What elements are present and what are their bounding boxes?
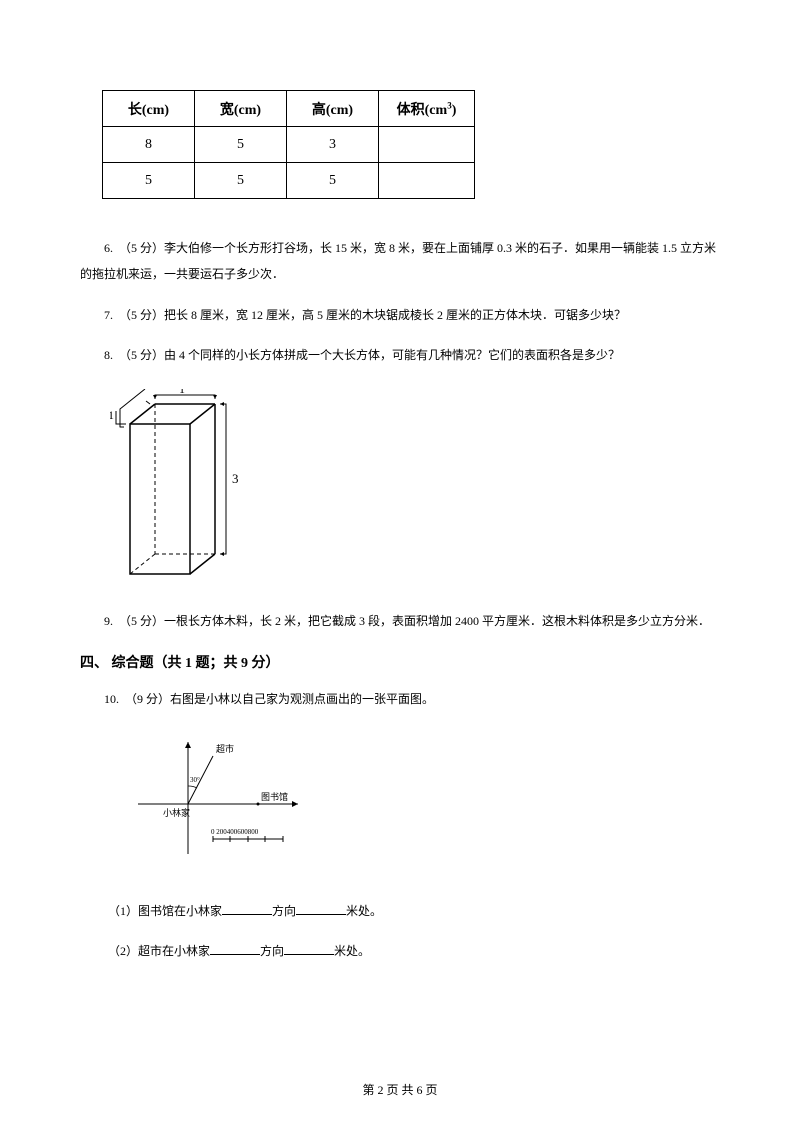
- q10-2-post: 米处。: [334, 944, 370, 958]
- cell: 5: [195, 163, 287, 199]
- blank-input[interactable]: [210, 941, 260, 955]
- q10-2-mid: 方向: [260, 944, 284, 958]
- q10-1-pre: （1）图书馆在小林家: [108, 904, 222, 918]
- th-height: 高(cm): [287, 91, 379, 127]
- cuboid-width-label: 1: [179, 389, 185, 396]
- question-8: 8. （5 分）由 4 个同样的小长方体拼成一个大长方体，可能有几种情况？它们的…: [80, 342, 720, 368]
- page-footer: 第 2 页 共 6 页: [0, 1081, 800, 1098]
- cuboid-height-label: 3: [232, 471, 239, 486]
- map-supermarket-label: 超市: [216, 743, 234, 754]
- question-10: 10. （9 分）右图是小林以自己家为观测点画出的一张平面图。: [80, 686, 720, 712]
- th-length: 长(cm): [103, 91, 195, 127]
- table-header-row: 长(cm) 宽(cm) 高(cm) 体积(cm3): [103, 91, 475, 127]
- cell: 5: [287, 163, 379, 199]
- blank-input[interactable]: [284, 941, 334, 955]
- question-6: 6. （5 分）李大伯修一个长方形打谷场，长 15 米，宽 8 米，要在上面铺厚…: [80, 235, 720, 288]
- section-4-heading: 四、 综合题（共 1 题；共 9 分）: [80, 652, 720, 672]
- question-7: 7. （5 分）把长 8 厘米，宽 12 厘米，高 5 厘米的木块锯成棱长 2 …: [80, 302, 720, 328]
- cuboid-depth-label: 1: [110, 408, 114, 422]
- blank-input[interactable]: [222, 901, 272, 915]
- cell: [379, 127, 475, 163]
- volume-table: 长(cm) 宽(cm) 高(cm) 体积(cm3) 8 5 3 5 5 5: [102, 90, 475, 199]
- cell: 5: [103, 163, 195, 199]
- map-angle-label: 30°: [190, 776, 200, 784]
- q10-1-post: 米处。: [346, 904, 382, 918]
- map-library-label: 图书馆: [261, 791, 288, 802]
- question-10-2: （2）超市在小林家 方向 米处。: [108, 939, 720, 963]
- table-row: 8 5 3: [103, 127, 475, 163]
- table-row: 5 5 5: [103, 163, 475, 199]
- map-diagram: 超市 30° 图书馆 小林家 0 200400600800: [128, 734, 328, 874]
- th-volume: 体积(cm3): [379, 91, 475, 127]
- map-scale-label: 0 200400600800: [211, 828, 259, 836]
- blank-input[interactable]: [296, 901, 346, 915]
- q10-1-mid: 方向: [272, 904, 296, 918]
- cell: 8: [103, 127, 195, 163]
- cell: 5: [195, 127, 287, 163]
- cell: 3: [287, 127, 379, 163]
- question-9: 9. （5 分）一根长方体木料，长 2 米，把它截成 3 段，表面积增加 240…: [80, 608, 720, 634]
- map-home-label: 小林家: [163, 807, 190, 818]
- th-width: 宽(cm): [195, 91, 287, 127]
- q10-2-pre: （2）超市在小林家: [108, 944, 210, 958]
- question-10-1: （1）图书馆在小林家 方向 米处。: [108, 899, 720, 923]
- cell: [379, 163, 475, 199]
- cuboid-diagram: 1 1 3: [110, 389, 240, 589]
